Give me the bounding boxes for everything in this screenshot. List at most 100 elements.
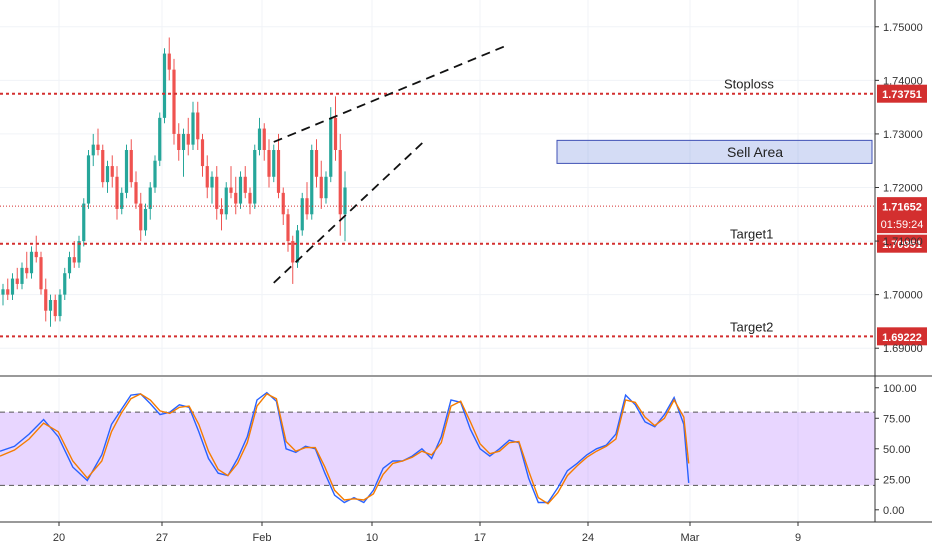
candle-body xyxy=(172,69,176,134)
candle-body xyxy=(338,150,342,215)
candle-body xyxy=(82,203,86,242)
candle-body xyxy=(143,208,148,231)
candle-body xyxy=(6,289,10,295)
candle-body xyxy=(215,176,219,209)
candle-body xyxy=(229,187,233,193)
stoploss-label: Stoploss xyxy=(724,77,774,92)
candle-body xyxy=(29,251,34,274)
candle-body xyxy=(115,176,119,209)
candle-body xyxy=(177,133,181,150)
oscillator-tick-label: 0.00 xyxy=(883,505,904,517)
candle-body xyxy=(224,187,228,215)
time-tick-label: 24 xyxy=(582,532,594,544)
sell-area-label: Sell Area xyxy=(727,144,783,160)
candle-body xyxy=(58,294,62,317)
candle-body xyxy=(91,144,95,156)
candle-body xyxy=(153,160,157,188)
candle-body xyxy=(324,176,328,199)
candle-body xyxy=(295,230,300,263)
oscillator-tick-label: 100.00 xyxy=(883,383,917,395)
candle-body xyxy=(196,112,200,140)
candle-body xyxy=(96,144,100,150)
candle-body xyxy=(343,187,347,215)
candle-body xyxy=(120,192,124,209)
target2-label: Target2 xyxy=(730,319,773,334)
candle-body xyxy=(243,176,247,193)
candle-body xyxy=(63,273,67,295)
candle-body xyxy=(257,128,262,150)
candle-body xyxy=(15,278,19,284)
candle-body xyxy=(148,187,152,209)
stochastic-oscillator xyxy=(0,375,932,505)
candle-body xyxy=(25,267,29,274)
time-tick-label: Mar xyxy=(681,532,700,544)
candle-body xyxy=(186,133,190,145)
candle-body xyxy=(234,192,238,204)
candle-body xyxy=(134,182,138,204)
sell-area-box xyxy=(556,139,873,164)
candle-body xyxy=(333,117,338,150)
candle-body xyxy=(10,278,15,295)
price-tick-label: 1.69000 xyxy=(883,343,923,355)
oscillator-tick-label: 50.00 xyxy=(883,444,911,456)
candle-body xyxy=(110,166,114,177)
candle-body xyxy=(205,166,209,188)
price-tick-label: 1.72000 xyxy=(883,183,923,195)
target1-label: Target1 xyxy=(730,227,773,242)
candle-body xyxy=(219,208,224,215)
last-price-countdown: 01:59:24 xyxy=(881,219,924,231)
target2-tag-bg xyxy=(877,327,927,346)
candle-body xyxy=(20,267,24,284)
candle-body xyxy=(67,257,72,274)
price-tick-label: 1.70000 xyxy=(883,290,923,302)
candle-body xyxy=(319,176,323,199)
channel-lower-line xyxy=(273,141,424,284)
time-tick-label: 20 xyxy=(53,532,65,544)
last-price-tag: 1.71652 xyxy=(882,202,922,214)
time-tick-label: 27 xyxy=(156,532,168,544)
candle-body xyxy=(300,198,304,231)
channel-upper-line xyxy=(273,44,507,143)
candle-body xyxy=(129,150,133,183)
oscillator-series-1 xyxy=(0,391,690,504)
candle-body xyxy=(262,128,266,150)
time-tick-label: Feb xyxy=(253,532,272,544)
candle-body xyxy=(139,203,143,231)
stoploss-tag-bg xyxy=(877,84,927,103)
price-tick-label: 1.74000 xyxy=(883,75,923,87)
candle-body xyxy=(72,257,76,263)
grid xyxy=(0,0,875,522)
candle-body xyxy=(1,289,5,295)
candle-body xyxy=(200,139,205,167)
candle-body xyxy=(210,176,214,188)
target1-tag-bg xyxy=(877,234,927,253)
candle-body xyxy=(48,300,53,311)
time-tick-label: 9 xyxy=(795,532,801,544)
candle-body xyxy=(238,176,243,204)
price-tick-label: 1.75000 xyxy=(883,22,923,34)
stoploss-tag: 1.73751 xyxy=(882,89,922,101)
candle-body xyxy=(53,300,57,317)
sell-area-zone-layer: Sell Area xyxy=(556,139,873,164)
candle-body xyxy=(253,150,257,204)
oscillator-tick-label: 25.00 xyxy=(883,474,911,486)
price-tick-label: 1.73000 xyxy=(883,129,923,141)
candle-body xyxy=(181,133,186,150)
price-tick-label: 1.71000 xyxy=(883,236,923,248)
candle-body xyxy=(34,251,38,258)
oscillator-series-2 xyxy=(0,393,690,505)
last-price-tag-bg xyxy=(877,197,927,234)
candle-body xyxy=(158,117,162,161)
oscillator-tick-label: 75.00 xyxy=(883,413,911,425)
candle-body xyxy=(329,117,333,177)
candle-body xyxy=(314,150,319,177)
candle-body xyxy=(44,289,48,311)
candle-body xyxy=(105,166,110,183)
levels: Stoploss 1.73751 Target1 1.70951 Target2 1.69… xyxy=(0,77,927,346)
candle-body xyxy=(77,241,81,263)
candle-body xyxy=(124,150,129,193)
rising-channel xyxy=(273,44,507,284)
candle-body xyxy=(281,192,285,215)
